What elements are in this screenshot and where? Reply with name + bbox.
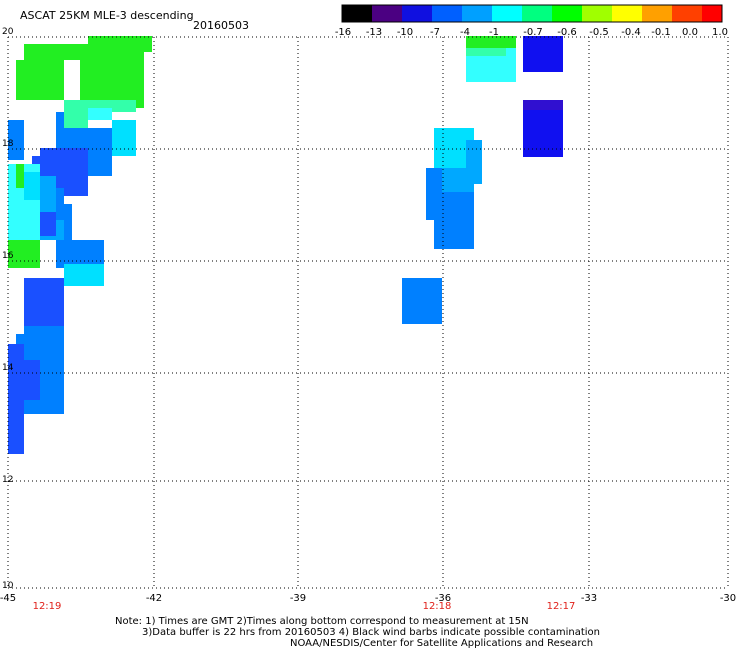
colorbar-label: -16 (334, 27, 352, 38)
colorbar-swatch (402, 5, 432, 22)
wind-cell (16, 84, 64, 100)
colorbar-swatch (492, 5, 522, 22)
colorbar-swatch (462, 5, 492, 22)
lat-label: 18 (2, 139, 14, 149)
colorbar-swatch (582, 5, 612, 22)
colorbar-swatch (702, 5, 722, 22)
colorbar-swatch (432, 5, 462, 22)
wind-cell (112, 120, 136, 156)
colorbar-label: -0.1 (651, 27, 671, 38)
wind-cell (64, 100, 136, 112)
footer-note-1: Note: 1) Times are GMT 2)Times along bot… (115, 616, 529, 627)
lat-label: 12 (2, 475, 14, 485)
wind-cell (8, 344, 24, 454)
wind-cell (40, 212, 56, 236)
wind-cell (523, 100, 563, 110)
lon-label: -42 (145, 593, 163, 604)
colorbar-label: -1 (489, 27, 499, 38)
wind-cell (64, 112, 88, 128)
colorbar-swatch (672, 5, 702, 22)
wind-cell (56, 220, 64, 244)
colorbar-label: -0.6 (557, 27, 577, 38)
colorbar-swatch (342, 5, 372, 22)
lat-label: 20 (2, 27, 14, 37)
wind-cell (434, 192, 474, 249)
colorbar-swatch (372, 5, 402, 22)
wind-cell (56, 188, 64, 220)
wind-cell (56, 240, 104, 268)
colorbar-label: 1.0 (712, 27, 728, 38)
map-date: 20160503 (193, 19, 249, 32)
colorbar-label: -0.5 (589, 27, 609, 38)
wind-cell (64, 148, 88, 196)
wind-cell (466, 36, 516, 48)
lon-label: -36 (434, 593, 452, 604)
colorbar-frame (341, 4, 723, 23)
colorbar-label: -0.4 (621, 27, 641, 38)
wind-cell (88, 108, 112, 120)
time-label: 12:18 (422, 601, 452, 612)
wind-cell (88, 36, 152, 52)
colorbar-swatch (642, 5, 672, 22)
wind-cell (80, 44, 144, 108)
lon-label: -33 (580, 593, 598, 604)
time-label: 12:17 (546, 601, 576, 612)
lat-label: 14 (2, 363, 14, 373)
wind-cell (466, 140, 482, 184)
colorbar-label: -4 (460, 27, 470, 38)
wind-cell (402, 278, 442, 324)
wind-cell (466, 48, 506, 56)
lat-label: 10 (2, 581, 14, 591)
colorbar-swatch (522, 5, 552, 22)
colorbar-label: -7 (430, 27, 440, 38)
footer-credit: NOAA/NESDIS/Center for Satellite Applica… (290, 638, 594, 649)
lat-label: 16 (2, 251, 14, 261)
footer-note-2: 3)Data buffer is 22 hrs from 20160503 4)… (142, 627, 600, 638)
wind-cell (8, 240, 40, 268)
wind-cell (64, 128, 112, 148)
wind-cell (16, 164, 24, 188)
colorbar-label: -0.7 (523, 27, 543, 38)
wind-cell (64, 264, 104, 286)
wind-cell (8, 120, 24, 160)
wind-cell (24, 172, 40, 200)
colorbar-swatch (552, 5, 582, 22)
colorbar-label: -10 (396, 27, 414, 38)
wind-cell (56, 112, 64, 160)
wind-cell (88, 148, 112, 176)
time-label: 12:19 (32, 601, 62, 612)
colorbar-label: 0.0 (682, 27, 698, 38)
wind-cell (24, 360, 40, 400)
colorbar-label: -13 (365, 27, 383, 38)
lon-label: -30 (719, 593, 737, 604)
lon-label: -45 (0, 593, 17, 604)
lon-label: -39 (289, 593, 307, 604)
wind-cell (64, 44, 80, 60)
map-title: ASCAT 25KM MLE-3 descending (20, 9, 194, 22)
colorbar-swatch (612, 5, 642, 22)
wind-cell (523, 36, 563, 72)
wind-cell (24, 278, 64, 326)
wind-cell (64, 204, 72, 244)
